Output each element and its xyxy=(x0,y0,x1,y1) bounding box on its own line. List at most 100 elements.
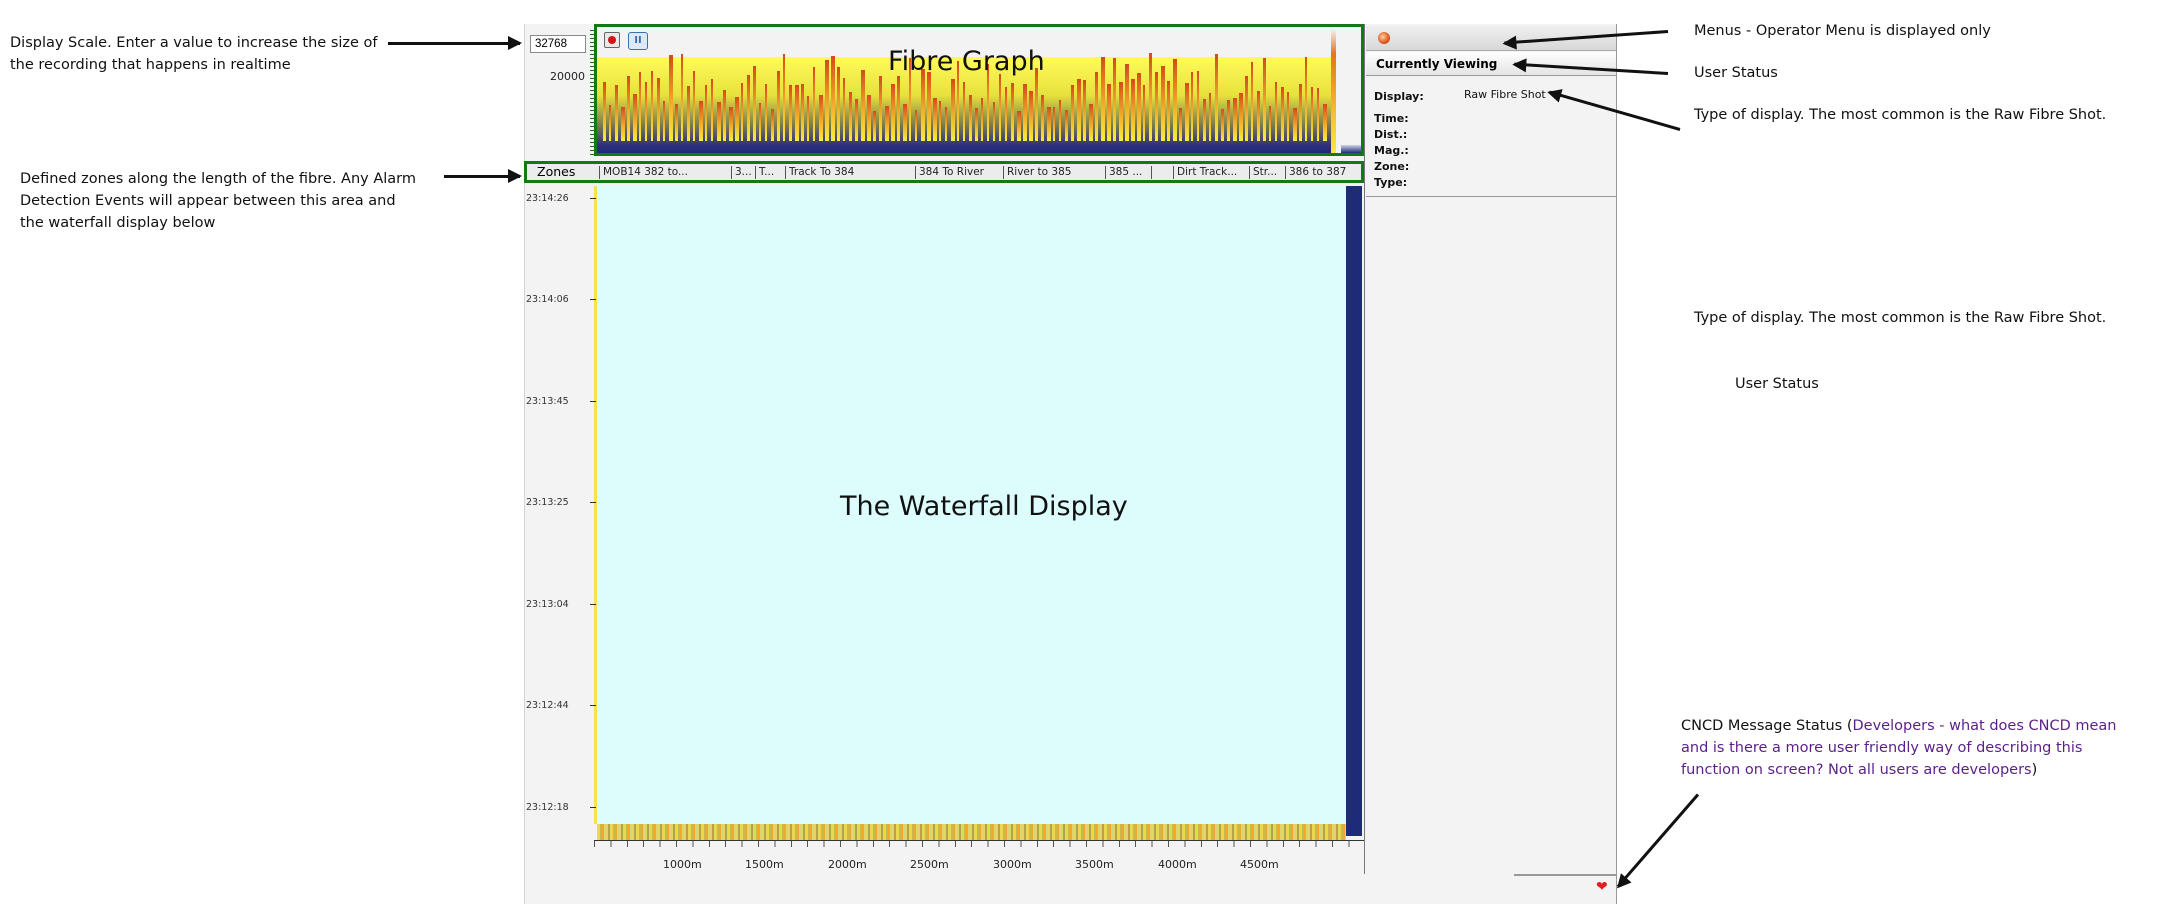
distance-label: 3000m xyxy=(993,858,1032,871)
annotation-user-status-repeat: User Status xyxy=(1735,376,1819,392)
fibre-graph-peak xyxy=(711,79,713,141)
zone-segment[interactable]: Dirt Track... xyxy=(1173,166,1249,179)
zone-segment[interactable]: 386 to 387 xyxy=(1285,166,1361,179)
distance-label: 1500m xyxy=(745,858,784,871)
distance-label: 2000m xyxy=(828,858,867,871)
fibre-graph-peak xyxy=(1275,82,1277,141)
type-field-label: Type: xyxy=(1374,176,1408,189)
arrow-zones xyxy=(444,169,522,183)
fibre-graph-peak xyxy=(921,69,925,141)
zone-segment[interactable]: MOB14 382 to... xyxy=(599,166,731,179)
fibre-graph-peak xyxy=(1155,72,1158,141)
display-value: Raw Fibre Shot xyxy=(1464,88,1546,101)
fibre-graph-peak xyxy=(1203,99,1206,141)
fibre-graph-peak xyxy=(753,66,756,141)
fibre-graph-peak xyxy=(1197,71,1199,141)
fibre-graph-peak xyxy=(705,85,707,141)
annotation-cncd-prefix: CNCD Message Status ( xyxy=(1681,718,1853,734)
zone-segment[interactable]: 385 ... xyxy=(1105,166,1151,179)
heart-icon[interactable]: ❤ xyxy=(1596,879,1608,895)
fibre-graph-peak xyxy=(735,97,739,141)
fibre-graph-peak xyxy=(945,107,947,141)
fibre-graph-peak xyxy=(645,82,647,141)
zones-label: Zones xyxy=(537,164,576,179)
fibre-graph-peak xyxy=(1299,84,1302,141)
fibre-graph-peak xyxy=(1305,57,1307,141)
zone-segment[interactable] xyxy=(1151,166,1173,179)
distance-label: 4500m xyxy=(1240,858,1279,871)
fibre-graph-peak xyxy=(675,104,678,141)
zone-segment[interactable]: Str... xyxy=(1249,166,1285,179)
fibre-graph[interactable] xyxy=(594,24,1364,156)
fibre-graph-peak xyxy=(1119,82,1123,141)
distance-field-label: Dist.: xyxy=(1374,128,1408,141)
fibre-graph-peak xyxy=(1215,54,1218,141)
annotation-cncd-status: CNCD Message Status (Developers - what d… xyxy=(1681,715,2121,781)
fibre-graph-peak xyxy=(1269,106,1271,141)
scale-tick-label: 20000 xyxy=(550,70,585,83)
fibre-graph-peak xyxy=(1245,76,1248,141)
fibre-graph-peak xyxy=(1071,85,1074,141)
fibre-graph-peak xyxy=(981,98,983,141)
fibre-graph-peak xyxy=(1077,79,1081,141)
fibre-graph-peak xyxy=(741,83,743,141)
time-tick xyxy=(590,604,596,605)
zone-field-label: Zone: xyxy=(1374,160,1410,173)
zone-segment[interactable]: Track To 384 xyxy=(785,166,915,179)
fibre-graph-peak xyxy=(1251,62,1253,141)
fibre-graph-peak xyxy=(651,71,653,141)
fibre-graph-peak xyxy=(915,110,917,141)
fibre-graph-peak xyxy=(621,107,625,141)
fibre-graph-peak xyxy=(639,72,641,141)
distance-axis xyxy=(594,840,1364,841)
fibre-graph-peak xyxy=(1143,85,1145,141)
fibre-graph-peak xyxy=(831,56,835,141)
fibre-graph-peak xyxy=(783,54,785,141)
display-scale-input[interactable] xyxy=(530,35,586,53)
fibre-graph-peak xyxy=(849,92,852,141)
zone-segment[interactable]: 384 To River xyxy=(915,166,1003,179)
menu-orb-icon[interactable] xyxy=(1378,32,1390,44)
fibre-graph-peak xyxy=(999,74,1001,141)
fibre-graph-peak xyxy=(909,58,911,141)
fibre-graph-peak xyxy=(1035,68,1038,141)
time-tick xyxy=(590,198,596,199)
zone-segment[interactable]: River to 385 xyxy=(1003,166,1105,179)
fibre-graph-peak xyxy=(747,75,750,141)
fibre-graph-peak xyxy=(1065,110,1068,141)
fibre-graph-peak xyxy=(693,71,695,141)
waterfall-display[interactable] xyxy=(594,186,1349,824)
annotation-zones: Defined zones along the length of the fi… xyxy=(20,171,416,231)
waterfall-right-edge xyxy=(1346,186,1362,836)
fibre-graph-peak xyxy=(627,76,630,141)
fibre-graph-peak xyxy=(1161,66,1165,141)
fibre-graph-peak xyxy=(975,108,978,141)
fibre-graph-peak xyxy=(1173,59,1177,141)
fibre-graph-peak xyxy=(1131,79,1135,141)
fibre-graph-peak xyxy=(993,102,995,141)
fibre-graph-peak xyxy=(807,96,809,141)
fibre-graph-peak xyxy=(885,106,889,141)
fibre-graph-peak xyxy=(1257,91,1260,141)
record-icon[interactable] xyxy=(604,32,620,48)
fibre-graph-peak xyxy=(1263,58,1266,141)
fibre-graph-end-spike xyxy=(1331,29,1336,153)
distance-label: 2500m xyxy=(910,858,949,871)
fibre-graph-peak xyxy=(1239,93,1243,141)
zone-segment[interactable]: T... xyxy=(755,166,785,179)
pause-icon[interactable]: II xyxy=(628,32,648,50)
fibre-graph-peak xyxy=(1113,58,1116,141)
time-label: 23:13:25 xyxy=(526,497,569,508)
panel-border xyxy=(1616,24,1617,904)
panel-separator xyxy=(1366,196,1616,197)
fibre-graph-peak xyxy=(1137,73,1141,141)
fibre-graph-peak xyxy=(1005,87,1007,141)
status-bar xyxy=(1514,874,1616,876)
fibre-graph-peak xyxy=(1311,87,1313,141)
annotation-display-type: Type of display. The most common is the … xyxy=(1694,107,2107,123)
zones-bar: Zones MOB14 382 to... 3... T... Track To… xyxy=(524,161,1364,183)
zone-segment[interactable]: 3... xyxy=(731,166,755,179)
distance-label: 1000m xyxy=(663,858,702,871)
fibre-graph-peak xyxy=(771,109,774,141)
distance-axis-ticks xyxy=(594,841,1364,847)
